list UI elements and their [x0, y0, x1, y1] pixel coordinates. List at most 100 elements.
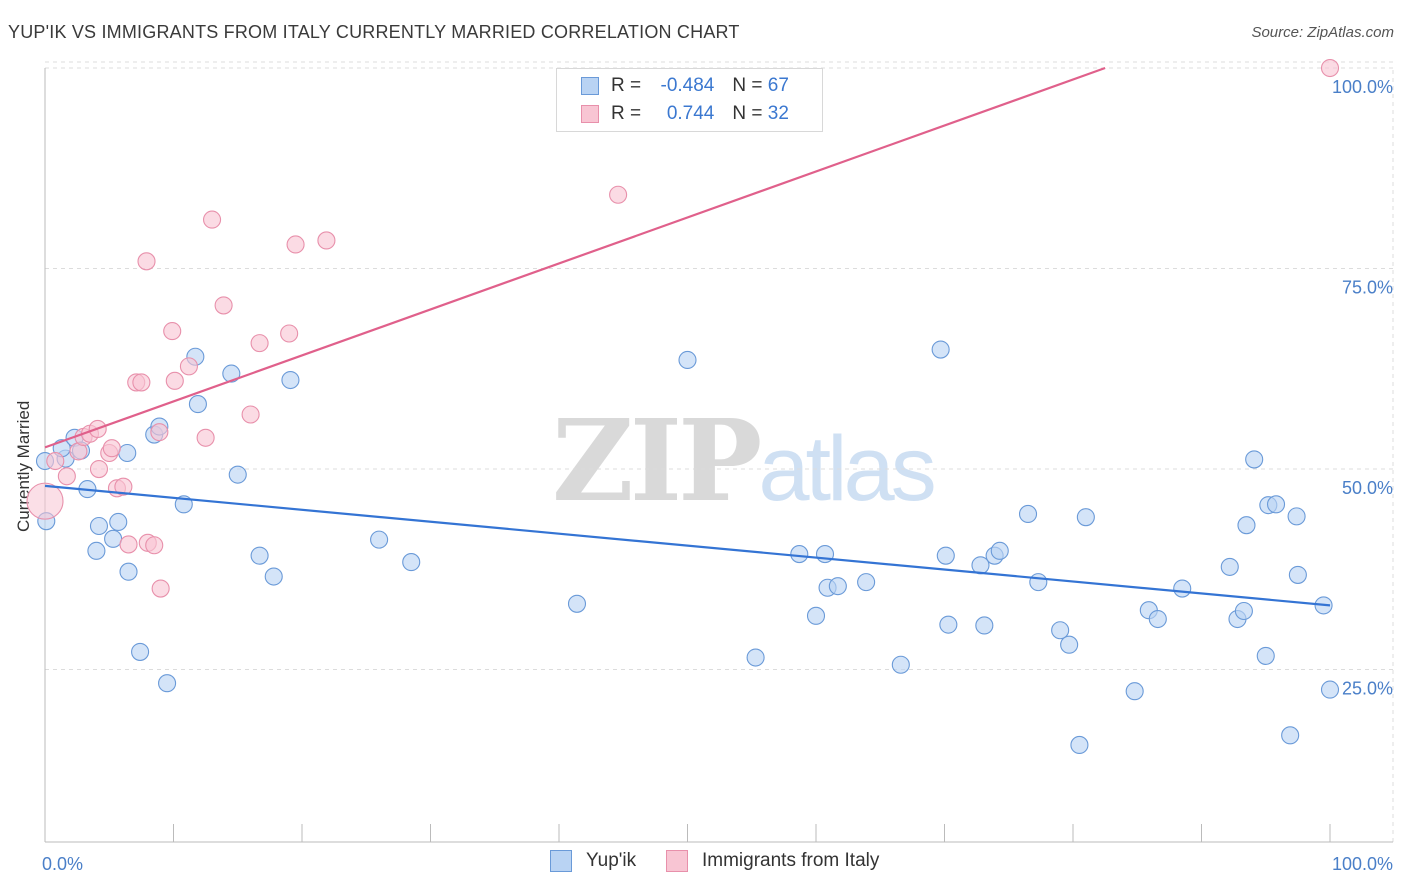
- point-italy: [102, 439, 121, 458]
- series-legend-label-italy: Immigrants from Italy: [702, 850, 880, 871]
- point-italy: [280, 324, 299, 343]
- legend-row-italy: R = 0.744 N = 32: [581, 101, 789, 127]
- point-yupik: [1173, 579, 1192, 598]
- point-yupik: [891, 655, 910, 674]
- point-yupik: [131, 642, 150, 661]
- point-italy: [250, 334, 269, 353]
- grid-lines: [45, 61, 1395, 842]
- point-yupik: [228, 465, 247, 484]
- point-yupik: [806, 606, 826, 625]
- point-yupik: [1125, 682, 1144, 701]
- legend-swatch-yupik: [581, 77, 599, 95]
- point-yupik: [109, 512, 128, 532]
- point-italy: [26, 482, 64, 520]
- point-italy: [317, 231, 336, 250]
- point-italy: [179, 357, 198, 376]
- legend-r-label: R =: [611, 103, 647, 124]
- x-tick-label-start: 0.0%: [42, 854, 83, 874]
- point-italy: [609, 185, 628, 204]
- series-legend-swatch-yupik: [550, 850, 572, 872]
- point-yupik: [1220, 557, 1239, 576]
- watermark: ZIPatlas: [552, 396, 937, 527]
- point-yupik: [990, 541, 1009, 560]
- point-yupik: [1234, 601, 1253, 621]
- point-yupik: [746, 648, 765, 667]
- correlation-legend: R = -0.484 N = 67 R = 0.744 N = 32: [556, 68, 823, 132]
- point-italy: [196, 428, 215, 447]
- series-legend-swatch-italy: [666, 850, 688, 872]
- legend-swatch-italy: [581, 105, 599, 123]
- point-italy: [150, 423, 169, 442]
- series-legend-yupik[interactable]: Yup'ik: [550, 850, 636, 872]
- y-tick-label: 50.0%: [1342, 478, 1393, 498]
- source-label: Source: ZipAtlas.com: [1251, 24, 1394, 41]
- watermark-zip: ZIP: [552, 396, 762, 527]
- axes: [44, 68, 1393, 843]
- point-yupik: [1320, 680, 1340, 699]
- y-tick-label: 100.0%: [1332, 77, 1393, 97]
- point-italy: [119, 535, 138, 554]
- point-yupik: [222, 364, 241, 383]
- point-yupik: [1148, 609, 1167, 629]
- point-yupik: [1051, 621, 1070, 640]
- legend-n-label: N =: [732, 75, 768, 96]
- tick-labels: 25.0% 50.0% 75.0% 100.0% 0.0% 100.0%: [42, 77, 1393, 874]
- trend-line-italy: [44, 66, 1106, 449]
- point-yupik: [939, 615, 958, 634]
- point-yupik: [250, 546, 269, 565]
- point-yupik: [370, 530, 389, 549]
- point-yupik: [264, 567, 283, 586]
- point-yupik: [158, 674, 177, 693]
- point-yupik: [281, 370, 300, 390]
- series-legend: Yup'ik Immigrants from Italy: [0, 850, 1406, 880]
- point-yupik: [1237, 516, 1256, 535]
- point-yupik: [87, 541, 106, 560]
- legend-row-yupik: R = -0.484 N = 67: [581, 73, 789, 99]
- point-italy: [132, 373, 151, 392]
- point-yupik: [1245, 450, 1264, 469]
- point-yupik: [678, 350, 697, 370]
- point-yupik: [1060, 635, 1079, 654]
- point-italy: [214, 296, 233, 315]
- legend-n-label: N =: [732, 103, 768, 124]
- y-tick-label: 75.0%: [1342, 278, 1393, 298]
- point-italy: [46, 451, 65, 471]
- point-italy: [163, 322, 182, 341]
- legend-n-value: 67: [767, 75, 789, 96]
- point-yupik: [1070, 735, 1089, 755]
- point-yupik: [119, 562, 138, 581]
- point-yupik: [790, 545, 809, 564]
- trend-line-yupik: [44, 484, 1331, 607]
- point-yupik: [1256, 646, 1275, 665]
- point-yupik: [1288, 565, 1307, 584]
- point-yupik: [567, 594, 587, 613]
- point-italy: [114, 477, 133, 496]
- point-italy: [137, 252, 156, 271]
- point-italy: [57, 467, 76, 486]
- point-yupik: [118, 443, 137, 463]
- point-yupik: [975, 616, 994, 635]
- legend-r-value: 0.744: [666, 103, 715, 124]
- point-italy: [1320, 58, 1340, 78]
- chart-title: YUP'IK VS IMMIGRANTS FROM ITALY CURRENTL…: [8, 22, 740, 42]
- series-legend-label-yupik: Yup'ik: [586, 850, 637, 871]
- point-yupik: [89, 516, 109, 536]
- point-yupik: [1281, 726, 1300, 745]
- point-yupik: [931, 340, 950, 359]
- x-tick-label-end: 100.0%: [1332, 854, 1393, 874]
- point-italy: [151, 579, 170, 598]
- point-yupik: [104, 529, 123, 548]
- point-yupik: [857, 573, 876, 592]
- legend-r-label: R =: [611, 75, 647, 96]
- point-italy: [165, 371, 184, 390]
- point-yupik: [1266, 495, 1286, 514]
- point-italy: [145, 536, 164, 555]
- point-yupik: [936, 546, 955, 565]
- point-yupik: [1287, 507, 1306, 526]
- y-tick-label: 25.0%: [1342, 679, 1393, 699]
- legend-r-value: -0.484: [660, 75, 715, 96]
- series-legend-italy[interactable]: Immigrants from Italy: [666, 850, 879, 872]
- point-yupik: [828, 577, 847, 596]
- point-italy: [203, 210, 222, 229]
